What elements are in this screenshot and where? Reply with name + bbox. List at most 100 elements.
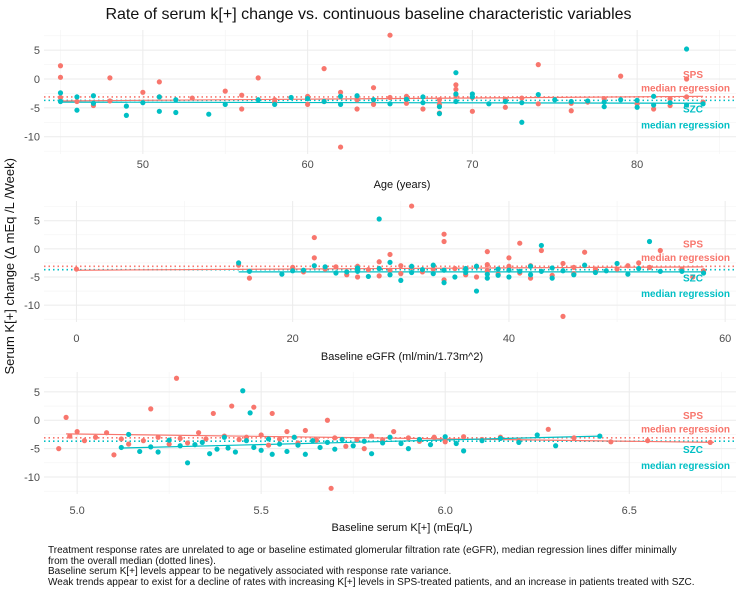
data-point-szc bbox=[322, 264, 328, 270]
szc-regression-label: median regression bbox=[641, 289, 730, 300]
data-point-szc bbox=[333, 270, 339, 276]
data-point-sps bbox=[177, 435, 183, 441]
data-point-sps bbox=[430, 266, 436, 272]
data-point-sps bbox=[140, 438, 146, 444]
data-point-szc bbox=[156, 108, 162, 114]
data-point-sps bbox=[506, 263, 512, 269]
data-point-szc bbox=[416, 436, 423, 443]
y-tick-label: 0 bbox=[34, 74, 40, 86]
data-point-sps bbox=[166, 441, 172, 447]
data-point-szc bbox=[290, 268, 296, 274]
data-point-sps bbox=[73, 266, 80, 272]
data-point-szc bbox=[601, 99, 607, 105]
data-point-szc bbox=[398, 440, 404, 447]
data-point-sps bbox=[107, 98, 113, 104]
data-point-sps bbox=[707, 439, 713, 445]
data-point-szc bbox=[126, 431, 132, 438]
data-point-szc bbox=[376, 265, 382, 272]
data-point-szc bbox=[700, 101, 706, 107]
data-point-sps bbox=[269, 410, 275, 417]
data-point-szc bbox=[430, 262, 436, 268]
data-point-szc bbox=[214, 446, 220, 452]
data-point-sps bbox=[398, 263, 404, 269]
sps-label: SPS bbox=[683, 411, 703, 422]
data-point-sps bbox=[365, 267, 371, 273]
data-point-szc bbox=[137, 448, 143, 455]
data-point-sps bbox=[441, 238, 447, 245]
data-point-sps bbox=[398, 271, 404, 277]
data-point-sps bbox=[332, 435, 338, 441]
data-point-szc bbox=[484, 271, 490, 277]
data-point-szc bbox=[430, 271, 436, 277]
data-point-sps bbox=[239, 92, 245, 98]
data-point-szc bbox=[585, 98, 591, 104]
data-point-sps bbox=[646, 264, 653, 271]
data-point-szc bbox=[420, 94, 426, 100]
sps-label: SPS bbox=[683, 240, 703, 251]
data-point-szc bbox=[479, 438, 485, 444]
data-point-sps bbox=[387, 32, 393, 38]
data-point-szc bbox=[269, 451, 275, 457]
y-tick-label: -5 bbox=[30, 444, 40, 456]
data-point-szc bbox=[192, 442, 198, 448]
data-point-szc bbox=[74, 94, 80, 100]
data-point-sps bbox=[148, 406, 154, 412]
y-tick-label: -10 bbox=[24, 132, 40, 144]
data-point-sps bbox=[545, 426, 551, 432]
data-point-szc bbox=[173, 97, 179, 103]
data-point-szc bbox=[291, 434, 297, 440]
data-point-sps bbox=[195, 430, 202, 436]
data-point-szc bbox=[232, 449, 239, 455]
data-point-sps bbox=[387, 251, 393, 258]
data-point-sps bbox=[239, 106, 245, 112]
data-point-szc bbox=[337, 93, 344, 99]
data-point-szc bbox=[436, 111, 443, 117]
data-point-szc bbox=[368, 451, 375, 457]
data-point-szc bbox=[284, 448, 290, 455]
data-point-sps bbox=[284, 428, 290, 435]
data-point-szc bbox=[469, 91, 475, 97]
szc-regression-label: median regression bbox=[641, 121, 730, 132]
data-point-sps bbox=[302, 427, 308, 434]
data-point-szc bbox=[549, 265, 555, 271]
data-point-sps bbox=[173, 375, 180, 381]
data-point-sps bbox=[519, 95, 525, 101]
data-point-szc bbox=[409, 269, 415, 276]
data-point-szc bbox=[387, 272, 393, 278]
data-point-sps bbox=[156, 79, 162, 85]
data-point-sps bbox=[568, 108, 574, 114]
data-point-szc bbox=[57, 90, 64, 96]
sps-regression-label: median regression bbox=[641, 84, 730, 95]
x-tick-label: 80 bbox=[631, 159, 643, 171]
y-tick-label: 5 bbox=[34, 216, 40, 228]
data-point-sps bbox=[376, 273, 382, 279]
data-point-sps bbox=[618, 73, 624, 79]
data-point-szc bbox=[506, 267, 512, 273]
x-tick-label: 60 bbox=[301, 159, 313, 171]
data-point-szc bbox=[519, 119, 525, 125]
data-point-szc bbox=[495, 266, 501, 272]
data-point-sps bbox=[453, 86, 459, 93]
data-point-szc bbox=[683, 102, 690, 108]
data-point-szc bbox=[535, 91, 541, 98]
data-point-sps bbox=[452, 265, 458, 272]
data-point-szc bbox=[272, 101, 278, 107]
data-point-szc bbox=[582, 262, 588, 268]
data-point-szc bbox=[300, 267, 307, 273]
data-point-sps bbox=[370, 85, 377, 91]
data-point-szc bbox=[538, 268, 544, 274]
data-point-sps bbox=[651, 106, 657, 112]
data-point-szc bbox=[597, 433, 603, 439]
data-point-sps bbox=[431, 434, 437, 440]
data-point-szc bbox=[337, 101, 344, 107]
data-point-sps bbox=[361, 446, 367, 452]
data-point-sps bbox=[155, 434, 161, 440]
sps-regression-label: median regression bbox=[641, 425, 730, 436]
data-point-sps bbox=[657, 247, 663, 254]
data-point-sps bbox=[203, 436, 209, 442]
data-point-sps bbox=[67, 433, 73, 439]
caption-line: Treatment response rates are unrelated t… bbox=[48, 545, 677, 556]
data-point-szc bbox=[276, 441, 283, 447]
data-point-sps bbox=[74, 98, 80, 105]
data-point-sps bbox=[311, 255, 317, 261]
